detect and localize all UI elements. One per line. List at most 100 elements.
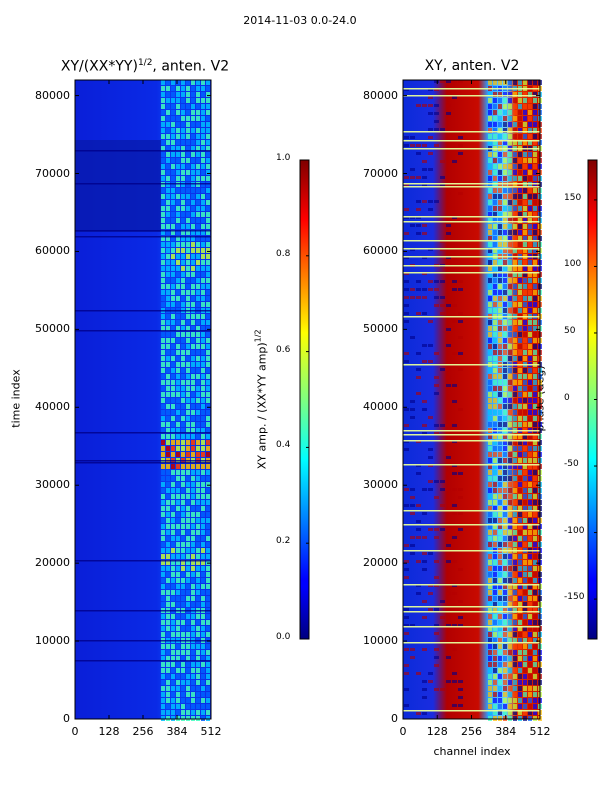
heatmap-cell xyxy=(403,510,540,512)
heatmap-cell xyxy=(503,452,507,457)
heatmap-cell xyxy=(518,578,522,583)
heatmap-cell xyxy=(513,626,517,631)
heatmap-cell xyxy=(488,218,492,223)
heatmap-cell xyxy=(533,224,537,229)
heatmap-cell xyxy=(206,422,210,427)
heatmap-cell xyxy=(161,170,165,175)
heatmap-cell xyxy=(166,92,170,97)
heatmap-cell xyxy=(488,710,492,715)
heatmap-cell xyxy=(503,158,507,163)
heatmap-cell xyxy=(508,356,512,361)
heatmap-cell xyxy=(201,500,205,505)
heatmap-cell xyxy=(176,92,180,97)
heatmap-cell xyxy=(503,596,507,601)
heatmap-cell xyxy=(452,672,457,675)
heatmap-cell xyxy=(206,584,210,589)
heatmap-cell xyxy=(523,512,527,517)
heatmap-cell xyxy=(171,188,175,193)
heatmap-cell xyxy=(171,440,175,445)
heatmap-cell xyxy=(181,86,185,91)
heatmap-cell xyxy=(171,260,175,265)
heatmap-cell xyxy=(161,710,165,715)
heatmap-cell xyxy=(404,136,409,139)
heatmap-cell xyxy=(533,506,537,511)
heatmap-cell xyxy=(503,524,507,529)
heatmap-cell xyxy=(161,572,165,577)
heatmap-cell xyxy=(161,104,165,109)
heatmap-cell xyxy=(452,160,457,163)
heatmap-cell xyxy=(498,92,502,97)
heatmap-cell xyxy=(493,590,497,595)
heatmap-cell xyxy=(452,704,457,707)
heatmap-cell xyxy=(186,80,190,85)
heatmap-cell xyxy=(186,614,190,619)
heatmap-cell xyxy=(434,648,439,651)
heatmap-cell xyxy=(493,332,497,337)
heatmap-cell xyxy=(446,192,451,195)
heatmap-cell xyxy=(403,186,540,188)
heatmap-cell xyxy=(528,488,532,493)
heatmap-cell xyxy=(166,452,170,457)
heatmap-cell xyxy=(493,170,497,175)
heatmap-cell xyxy=(488,194,492,199)
heatmap-cell xyxy=(528,386,532,391)
heatmap-cell xyxy=(186,578,190,583)
heatmap-cell xyxy=(493,290,497,295)
heatmap-cell xyxy=(488,122,492,127)
heatmap-cell xyxy=(206,464,210,469)
heatmap-cell xyxy=(493,644,497,649)
heatmap-cell xyxy=(410,552,415,555)
heatmap-cell xyxy=(166,518,170,523)
heatmap-cell xyxy=(403,256,540,258)
heatmap-cell xyxy=(403,524,540,526)
heatmap-cell xyxy=(181,680,185,685)
heatmap-cell xyxy=(498,614,502,619)
heatmap-cell xyxy=(498,188,502,193)
heatmap-cell xyxy=(166,206,170,211)
heatmap-cell xyxy=(171,194,175,199)
heatmap-cell xyxy=(191,674,195,679)
heatmap-cell xyxy=(201,164,205,169)
heatmap-cell xyxy=(493,218,497,223)
heatmap-cell xyxy=(166,362,170,367)
heatmap-cell xyxy=(206,524,210,529)
heatmap-cell xyxy=(488,656,492,661)
heatmap-cell xyxy=(181,614,185,619)
heatmap-cell xyxy=(196,650,200,655)
heatmap-cell xyxy=(428,200,433,203)
heatmap-cell xyxy=(518,512,522,517)
heatmap-cell xyxy=(196,236,200,241)
heatmap-cell xyxy=(166,374,170,379)
heatmap-cell xyxy=(513,458,517,463)
heatmap-cell xyxy=(161,470,165,475)
heatmap-cell xyxy=(422,424,427,427)
heatmap-cell xyxy=(191,710,195,715)
heatmap-cell xyxy=(181,176,185,181)
heatmap-cell xyxy=(186,680,190,685)
heatmap-cell xyxy=(508,674,512,679)
heatmap-cell xyxy=(508,386,512,391)
heatmap-cell xyxy=(513,566,517,571)
heatmap-cell xyxy=(493,602,497,607)
heatmap-cell xyxy=(166,632,170,637)
heatmap-cell xyxy=(161,248,165,253)
heatmap-cell xyxy=(206,704,210,709)
heatmap-cell xyxy=(181,128,185,133)
heatmap-cell xyxy=(171,662,175,667)
heatmap-cell xyxy=(528,278,532,283)
heatmap-cell xyxy=(171,686,175,691)
heatmap-cell xyxy=(513,92,517,97)
heatmap-cell xyxy=(493,662,497,667)
right-xlabel: channel index xyxy=(433,745,511,758)
heatmap-cell xyxy=(498,128,502,133)
heatmap-cell xyxy=(533,662,537,667)
heatmap-cell xyxy=(503,692,507,697)
heatmap-cell xyxy=(181,290,185,295)
heatmap-cell xyxy=(523,626,527,631)
heatmap-cell xyxy=(161,644,165,649)
heatmap-cell xyxy=(498,134,502,139)
heatmap-cell xyxy=(458,288,463,291)
heatmap-cell xyxy=(533,440,537,445)
heatmap-cell xyxy=(458,312,463,315)
heatmap-cell xyxy=(533,638,537,643)
